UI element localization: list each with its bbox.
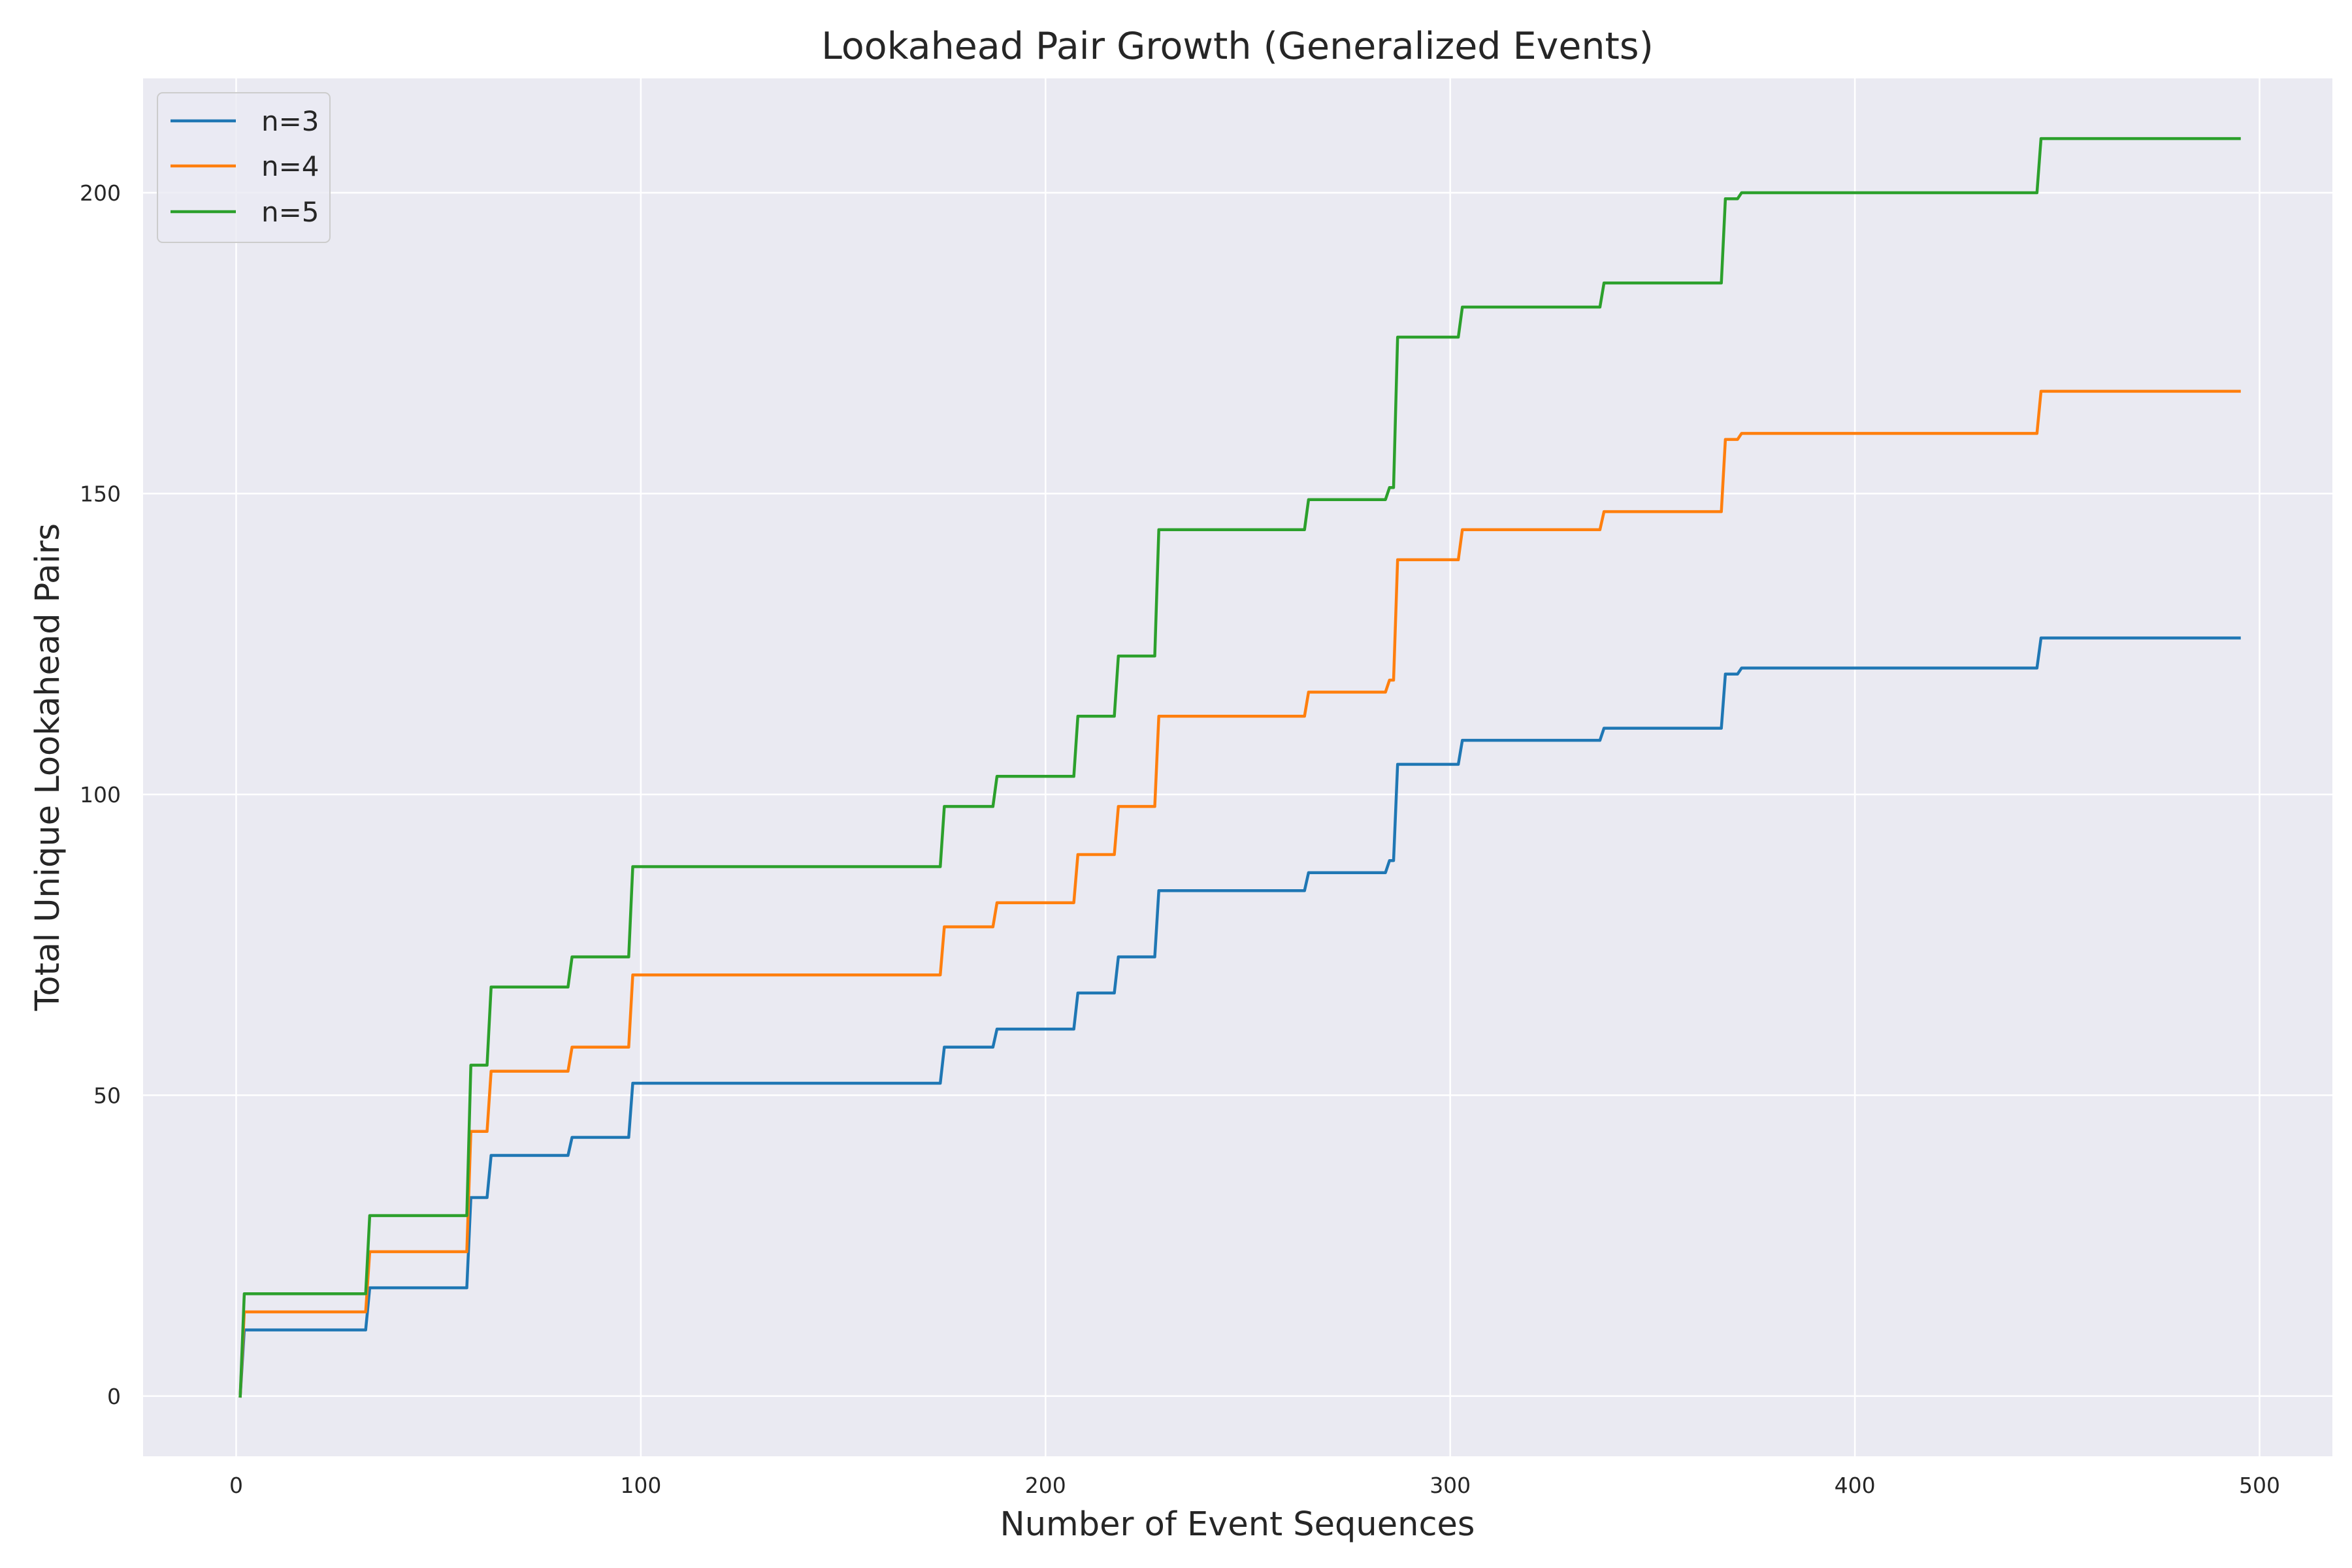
chart-title: Lookahead Pair Growth (Generalized Event…	[821, 25, 1654, 68]
x-axis-label: Number of Event Sequences	[1000, 1505, 1475, 1544]
legend: n=3 n=4 n=5	[157, 92, 331, 243]
series-line-n4	[238, 389, 2241, 1398]
y-tick-label: 100	[80, 782, 121, 808]
y-tick-label: 150	[80, 481, 121, 506]
legend-label-n3: n=3	[261, 105, 319, 137]
y-tick-label: 200	[80, 180, 121, 206]
legend-entry-n3: n=3	[171, 105, 319, 137]
y-axis-label: Total Unique Lookahead Pairs	[29, 523, 67, 1011]
legend-box	[157, 92, 331, 243]
legend-entry-n4: n=4	[171, 150, 319, 182]
plot-area	[143, 78, 2332, 1456]
x-tick-label: 0	[229, 1473, 243, 1498]
series-line-n5	[238, 137, 2241, 1398]
series-line-n3	[238, 636, 2241, 1398]
x-tick-label: 500	[2239, 1473, 2280, 1498]
legend-label-n4: n=4	[261, 150, 319, 182]
x-tick-label: 100	[620, 1473, 661, 1498]
x-tick-label: 200	[1025, 1473, 1066, 1498]
tick-labels: 0 100 200 300 400 500 0 50 100 150 200	[80, 180, 2280, 1498]
x-tick-label: 300	[1429, 1473, 1471, 1498]
x-tick-label: 400	[1835, 1473, 1876, 1498]
legend-label-n5: n=5	[261, 196, 319, 228]
series-lines	[238, 137, 2241, 1398]
y-tick-label: 50	[93, 1083, 121, 1108]
y-tick-label: 0	[107, 1384, 121, 1409]
legend-entry-n5: n=5	[171, 196, 319, 228]
